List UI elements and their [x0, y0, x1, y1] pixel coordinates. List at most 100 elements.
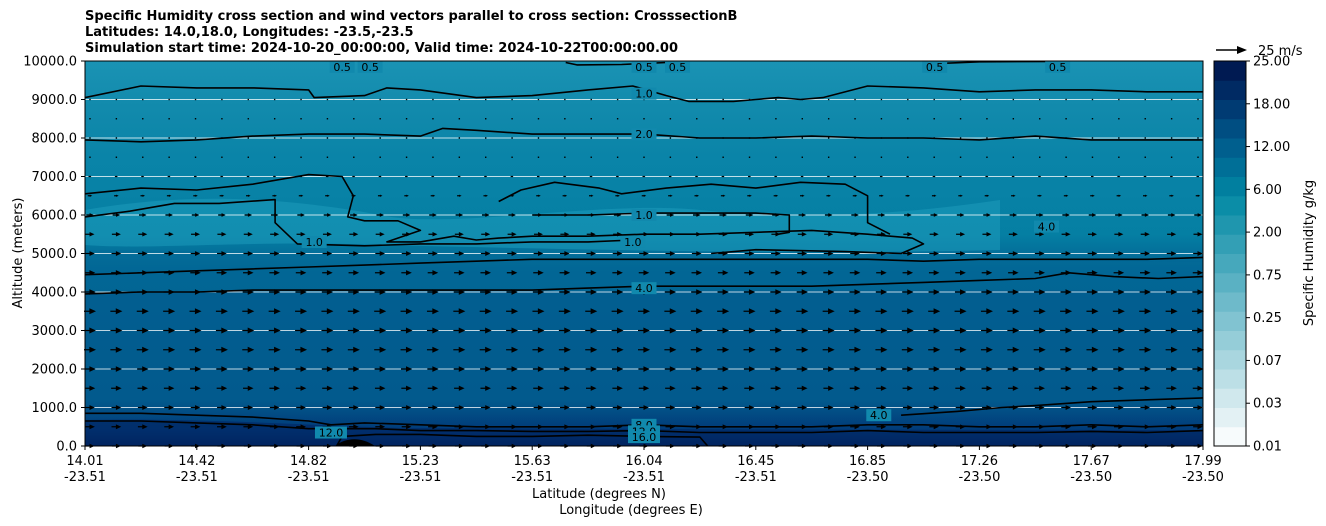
wind-vector	[89, 175, 92, 178]
y-tick-label: 9000.0	[32, 93, 78, 108]
wind-vector	[221, 251, 227, 256]
wind-vector	[221, 270, 228, 276]
x-tick-label-longitude: -23.50	[958, 470, 1000, 485]
wind-vector	[379, 137, 381, 139]
wind-vector	[643, 156, 645, 158]
wind-vector	[564, 156, 566, 158]
colorbar-tick-label: 0.75	[1253, 268, 1282, 283]
wind-vector	[1012, 308, 1020, 315]
wind-vector	[326, 366, 334, 372]
wind-vector	[1065, 156, 1067, 158]
wind-vector	[485, 137, 487, 139]
wind-vector	[880, 118, 883, 120]
wind-vector	[1118, 270, 1125, 276]
wind-vector	[617, 251, 623, 256]
wind-vector	[669, 156, 672, 158]
contour-label-background	[314, 426, 347, 439]
wind-vector	[722, 366, 729, 372]
wind-vector	[828, 194, 831, 197]
wind-vector	[696, 270, 703, 276]
wind-vector	[142, 327, 149, 334]
wind-vector	[1012, 270, 1019, 276]
wind-vector	[801, 405, 808, 410]
wind-vector	[274, 270, 280, 276]
wind-vector	[300, 251, 306, 256]
contour-label: 1.0	[635, 88, 653, 101]
quiver-key-label: 25 m/s	[1258, 44, 1303, 59]
wind-vector	[168, 385, 175, 391]
wind-vector	[722, 98, 724, 101]
wind-vector	[485, 156, 487, 158]
wind-vector	[986, 213, 991, 217]
wind-vector	[801, 327, 809, 334]
wind-vector	[300, 308, 308, 315]
wind-vector	[1039, 346, 1046, 353]
wind-vector	[907, 156, 909, 158]
wind-vector	[353, 405, 359, 410]
wind-vector	[1197, 346, 1204, 353]
wind-vector	[696, 366, 703, 372]
wind-vector	[722, 270, 729, 276]
wind-vector	[564, 251, 570, 256]
wind-vector	[300, 385, 307, 391]
wind-vector	[1039, 366, 1046, 372]
wind-vector	[406, 424, 412, 430]
wind-vector	[142, 405, 148, 410]
wind-vector	[880, 289, 888, 295]
wind-vector	[247, 156, 249, 158]
wind-vector	[1039, 405, 1045, 410]
wind-vector	[854, 366, 861, 372]
wind-vector	[353, 98, 355, 101]
wind-vector	[828, 385, 834, 391]
wind-vector	[722, 194, 726, 197]
wind-vector	[1144, 156, 1146, 158]
wind-vector	[1171, 289, 1178, 295]
wind-vector	[115, 405, 122, 410]
wind-vector	[353, 156, 355, 158]
wind-vector	[221, 346, 228, 353]
colorbar-segment	[1214, 330, 1246, 351]
wind-vector	[300, 405, 306, 410]
wind-vector	[775, 405, 781, 410]
wind-vector	[458, 213, 464, 217]
wind-vector	[273, 118, 276, 120]
wind-vector	[748, 289, 756, 295]
x-tick-label-longitude: -23.50	[847, 470, 889, 485]
wind-vector	[511, 156, 513, 158]
y-tick-label: 6000.0	[32, 209, 78, 224]
wind-vector	[749, 194, 752, 197]
wind-vector	[696, 156, 698, 158]
wind-vector	[274, 405, 280, 410]
x-tick-label-longitude: -23.51	[735, 470, 777, 485]
contour-line-1	[85, 198, 633, 247]
wind-vector	[617, 175, 620, 178]
wind-vector	[749, 251, 755, 256]
wind-vector	[933, 194, 937, 197]
wind-vector	[247, 424, 254, 430]
wind-vector	[1170, 118, 1173, 120]
wind-vector	[854, 194, 858, 197]
wind-vector	[854, 118, 856, 120]
wind-vector	[1091, 98, 1094, 101]
wind-vector	[670, 213, 675, 217]
wind-vector	[775, 175, 778, 178]
wind-vector	[749, 175, 752, 178]
colorbar-segment	[1214, 272, 1246, 293]
wind-vector	[643, 194, 647, 197]
plot-area: 0.5 0.5 0.5 0.5 0.5 0.5 1.0 2.0 1.0 1.0 1.0 4.0 4.0 4…	[84, 60, 1204, 449]
wind-vector	[828, 251, 834, 256]
wind-vector	[115, 346, 123, 353]
contour-line-16	[335, 433, 709, 446]
wind-vector	[89, 385, 96, 391]
colorbar-tick-label: 0.07	[1253, 354, 1282, 369]
wind-vector	[669, 327, 677, 334]
wind-vector	[643, 405, 649, 410]
wind-vector	[564, 289, 571, 295]
wind-vector	[1039, 308, 1046, 315]
wind-vector	[696, 385, 703, 391]
contour-label-background	[357, 61, 383, 73]
wind-vector	[194, 156, 197, 158]
wind-vector	[960, 270, 966, 276]
wind-vector	[669, 118, 672, 120]
x-tick-label-latitude: 16.04	[625, 454, 662, 469]
